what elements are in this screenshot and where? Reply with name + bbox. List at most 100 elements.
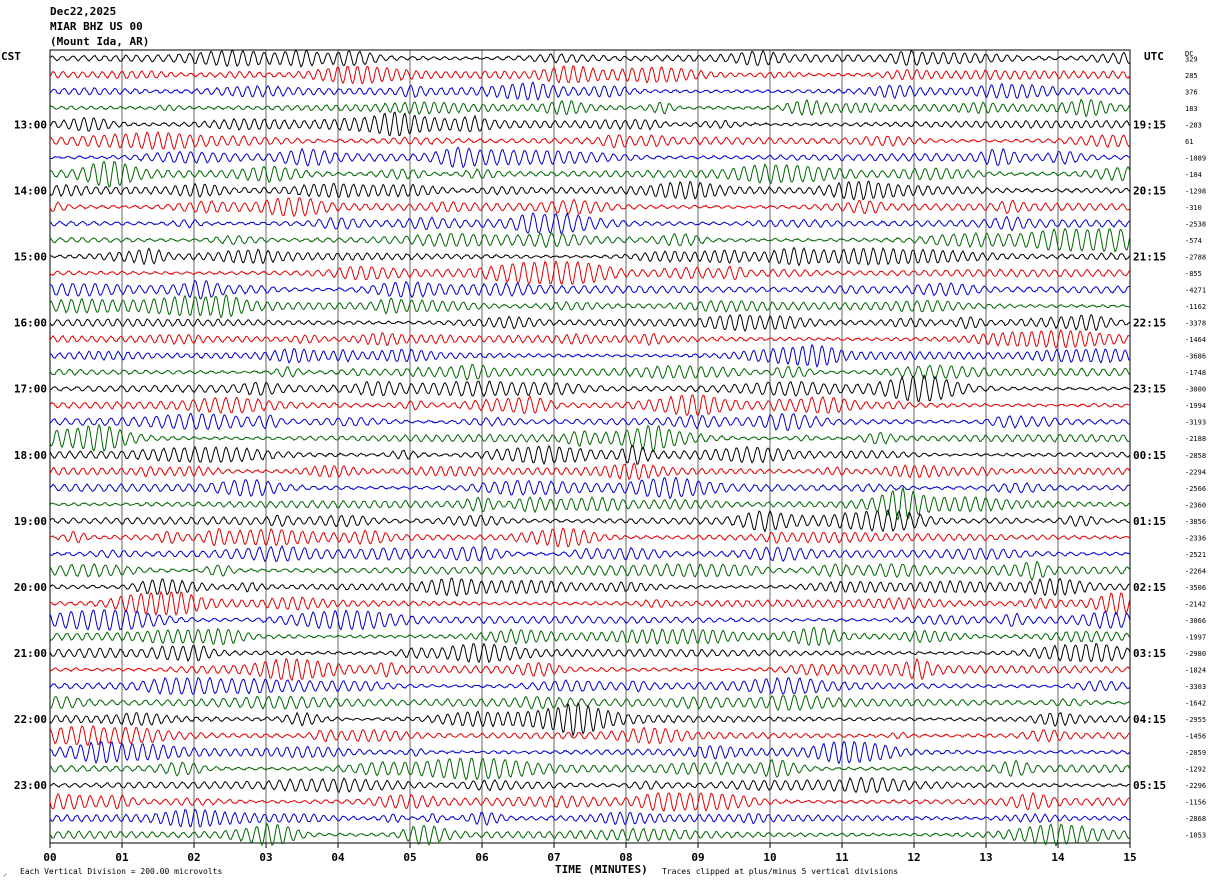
seismic-trace	[49, 294, 1131, 319]
dc-offset-label: -2868	[1185, 815, 1206, 823]
left-hour-label: 16:00	[14, 317, 47, 330]
seismic-trace	[49, 642, 1131, 664]
x-tick-label: 00	[43, 851, 56, 864]
left-hour-label: 14:00	[14, 184, 47, 197]
left-hour-label: 19:00	[14, 515, 47, 528]
dc-offset-label: -2336	[1185, 534, 1206, 542]
left-hour-label: 20:00	[14, 581, 47, 594]
seismic-trace	[49, 259, 1131, 285]
seismic-trace	[49, 363, 1131, 381]
plot-frame	[49, 49, 1131, 844]
x-tick-label: 10	[763, 851, 776, 864]
right-hour-label: 21:15	[1133, 251, 1166, 264]
seismic-trace	[49, 792, 1131, 812]
left-hour-label: 17:00	[14, 383, 47, 396]
right-hour-label: 01:15	[1133, 515, 1166, 528]
seismic-trace	[49, 724, 1131, 747]
x-tick-label: 11	[835, 851, 849, 864]
seismic-trace	[49, 98, 1131, 118]
dc-offset-label: -1994	[1185, 402, 1206, 410]
x-tick-label: 02	[187, 851, 200, 864]
footer-scale-note: Each Vertical Division = 200.00 microvol…	[20, 867, 223, 876]
x-tick-label: 13	[979, 851, 992, 864]
dc-offset-label: -3378	[1185, 320, 1206, 328]
left-hour-label: 15:00	[14, 251, 47, 264]
dc-offset-label: -3856	[1185, 518, 1206, 526]
dc-offset-label: -2858	[1185, 452, 1206, 460]
dc-offset-label: -1997	[1185, 633, 1206, 641]
dc-offset-label: -2538	[1185, 220, 1206, 228]
dc-offset-label: -1162	[1185, 303, 1206, 311]
right-hour-label: 04:15	[1133, 713, 1166, 726]
dc-offset-label: -283	[1185, 121, 1202, 129]
seismic-trace	[49, 626, 1131, 647]
dc-offset-label: 376	[1185, 88, 1198, 96]
seismic-trace	[49, 146, 1131, 169]
seismic-trace	[49, 313, 1131, 332]
dc-offset-label: -2296	[1185, 782, 1206, 790]
right-hour-label: 05:15	[1133, 779, 1166, 792]
dc-offset-label: -2188	[1185, 435, 1206, 443]
dc-offset-label: -3686	[1185, 353, 1206, 361]
seismic-trace	[49, 476, 1131, 500]
x-tick-label: 04	[331, 851, 345, 864]
seismic-trace	[49, 374, 1131, 403]
x-tick-label: 08	[619, 851, 632, 864]
seismic-trace	[49, 590, 1131, 617]
header-location: (Mount Ida, AR)	[50, 35, 150, 48]
seismic-trace	[49, 343, 1131, 369]
seismic-trace	[49, 180, 1131, 201]
dc-offset-label: -3000	[1185, 386, 1206, 394]
seismic-trace	[49, 211, 1131, 235]
seismic-trace	[49, 394, 1131, 417]
seismic-trace	[49, 246, 1131, 267]
grid-layer	[49, 49, 1131, 848]
left-hour-label: 18:00	[14, 449, 47, 462]
dc-offset-label: -3066	[1185, 617, 1206, 625]
header-station: MIAR BHZ US 00	[50, 20, 143, 33]
dc-offset-label: -1292	[1185, 766, 1206, 774]
footer-mark: ⸝	[3, 869, 7, 878]
dc-offset-label: -3193	[1185, 419, 1206, 427]
seismic-trace	[49, 609, 1131, 631]
right-hour-label: 23:15	[1133, 383, 1166, 396]
dc-offset-label: -1748	[1185, 369, 1206, 377]
seismic-trace	[49, 544, 1131, 563]
seismic-trace	[49, 81, 1131, 101]
left-hour-label: 22:00	[14, 713, 47, 726]
seismic-trace	[49, 197, 1131, 218]
seismic-trace	[49, 740, 1131, 765]
dc-offset-label: -574	[1185, 237, 1202, 245]
dc-offset-label: -855	[1185, 270, 1202, 278]
seismic-trace	[49, 111, 1131, 137]
seismic-trace	[49, 49, 1131, 68]
x-tick-label: 07	[547, 851, 560, 864]
dc-offset-label: -2788	[1185, 254, 1206, 262]
right-timezone-label: UTC	[1144, 50, 1164, 63]
x-tick-label: 03	[259, 851, 272, 864]
right-hour-label: 19:15	[1133, 118, 1166, 131]
seismic-trace	[49, 776, 1131, 794]
dc-offset-label: -1824	[1185, 667, 1206, 675]
seismic-trace	[49, 808, 1131, 828]
left-hour-label: 13:00	[14, 118, 47, 131]
seismic-trace	[49, 227, 1131, 253]
dc-offset-label: 285	[1185, 72, 1198, 80]
dc-offset-label: 329	[1185, 55, 1198, 63]
dc-offset-label: -3506	[1185, 584, 1206, 592]
right-hour-label: 00:15	[1133, 449, 1166, 462]
dc-offset-label: -1053	[1185, 832, 1206, 840]
dc-offset-label: -1156	[1185, 799, 1206, 807]
seismic-trace	[49, 462, 1131, 481]
right-hour-label: 02:15	[1133, 581, 1166, 594]
seismic-trace	[49, 328, 1131, 350]
trace-layer	[49, 49, 1131, 847]
seismic-trace	[49, 444, 1131, 466]
x-tick-label: 12	[907, 851, 920, 864]
x-tick-label: 09	[691, 851, 704, 864]
seismic-trace	[49, 577, 1131, 597]
dc-offset-label: -1464	[1185, 336, 1206, 344]
dc-offset-label: -1642	[1185, 700, 1206, 708]
x-axis-title: TIME (MINUTES)	[555, 863, 648, 876]
seismic-trace	[49, 485, 1131, 521]
